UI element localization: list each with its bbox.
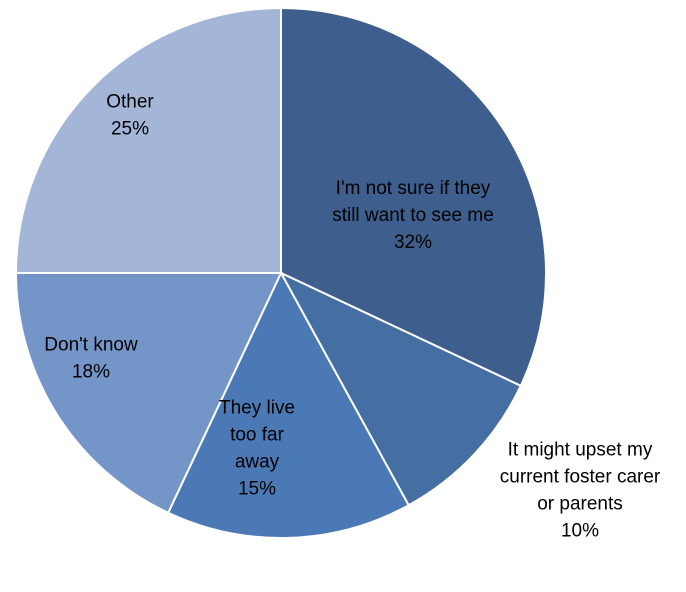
pie-slice-i-m-not-sure-if-they	[280, 6, 547, 388]
slice-label-don-t-know: Don't know 18%	[44, 335, 138, 383]
slice-category-label: too far	[230, 425, 285, 446]
slice-label-they-live: They live too far away 15%	[219, 398, 295, 500]
slice-category-label: Don't know	[44, 335, 138, 356]
slice-category-label: They live	[219, 398, 295, 419]
pie-labels: I'm not sure if they still want to see me…	[44, 92, 661, 542]
pie-slice-don-t-know	[14, 272, 283, 515]
slice-percent-label: 25%	[111, 119, 149, 140]
slice-category-label: still want to see me	[332, 205, 494, 226]
slice-percent-label: 32%	[394, 232, 432, 253]
slice-label-it-might-upset-my: It might upset my current foster carer or …	[500, 440, 661, 542]
slice-label-i-m-not-sure-if-they: I'm not sure if they still want to see me…	[332, 178, 494, 253]
pie-slice-other	[14, 6, 282, 274]
slice-category-label: It might upset my	[508, 440, 653, 461]
slice-percent-label: 18%	[72, 362, 110, 383]
slice-category-label: or parents	[537, 494, 623, 515]
slice-percent-label: 10%	[561, 521, 599, 542]
slice-category-label: current foster carer	[500, 467, 661, 488]
pie-slices	[14, 6, 547, 539]
slice-label-other: Other 25%	[106, 92, 154, 140]
slice-category-label: I'm not sure if they	[336, 178, 491, 199]
pie-slice-they-live	[166, 270, 411, 539]
slice-percent-label: 15%	[238, 479, 276, 500]
slice-category-label: away	[235, 452, 280, 473]
slice-category-label: Other	[106, 92, 154, 113]
pie-slice-it-might-upset-my	[278, 270, 523, 507]
